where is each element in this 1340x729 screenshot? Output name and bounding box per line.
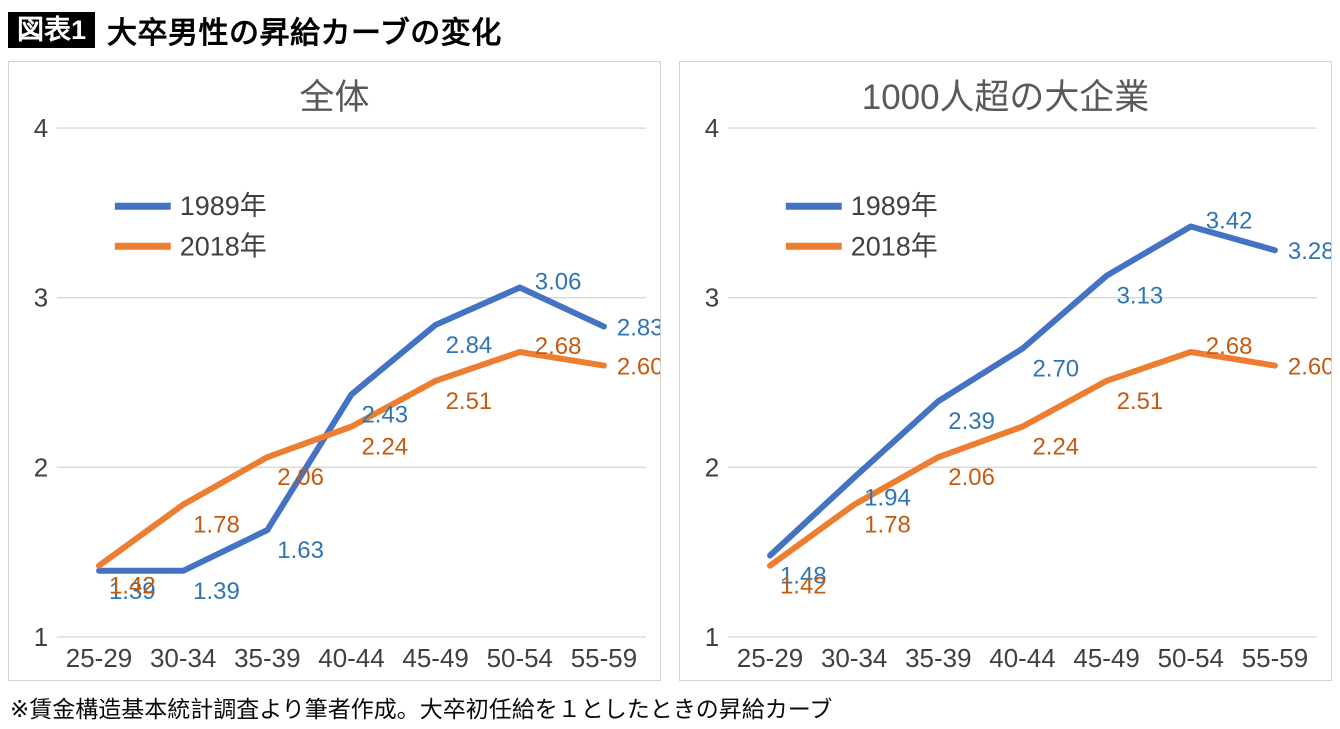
x-tick-label: 55-59 bbox=[571, 643, 637, 673]
x-tick-label: 35-39 bbox=[905, 643, 971, 673]
data-label: 2.68 bbox=[535, 333, 582, 360]
chart-title: 1000人超の大企業 bbox=[862, 78, 1149, 117]
data-label: 1.39 bbox=[193, 578, 240, 605]
data-label: 1.78 bbox=[864, 512, 911, 539]
data-label: 1.63 bbox=[277, 537, 324, 564]
x-tick-label: 35-39 bbox=[234, 643, 300, 673]
data-label: 3.28 bbox=[1288, 238, 1331, 265]
data-label: 2.06 bbox=[277, 464, 324, 491]
y-tick-label: 1 bbox=[705, 622, 719, 652]
series-line-2018年 bbox=[96, 348, 607, 569]
data-label: 2.84 bbox=[446, 332, 493, 359]
data-label: 2.24 bbox=[361, 434, 408, 461]
y-tick-label: 2 bbox=[34, 452, 48, 482]
figure-header: 図表1 大卒男性の昇給カーブの変化 bbox=[8, 8, 1332, 52]
y-tick-label: 3 bbox=[34, 283, 48, 313]
charts-row: 全体 1 2 3 4 25-29 30-34 35-39 40-44 45-49 50-54 55-5… bbox=[8, 61, 1332, 681]
data-label: 3.42 bbox=[1206, 207, 1253, 234]
x-tick-label: 30-34 bbox=[821, 643, 887, 673]
data-label: 1.78 bbox=[193, 512, 240, 539]
data-label: 2.83 bbox=[617, 315, 660, 342]
data-label: 1.39 bbox=[109, 578, 156, 605]
x-tick-label: 50-54 bbox=[487, 643, 553, 673]
figure-badge: 図表1 bbox=[8, 11, 96, 49]
x-tick-label: 40-44 bbox=[318, 643, 384, 673]
x-tick-label: 30-34 bbox=[150, 643, 216, 673]
data-label: 3.13 bbox=[1117, 283, 1164, 310]
series-line-1989年 bbox=[767, 223, 1278, 559]
data-label: 2.68 bbox=[1206, 333, 1253, 360]
data-label: 2.51 bbox=[1117, 388, 1164, 415]
series-line-2018年 bbox=[767, 348, 1278, 569]
line-chart-overall: 全体 1 2 3 4 25-29 30-34 35-39 40-44 45-49 50-54 55-5… bbox=[34, 78, 660, 673]
data-label: 1.94 bbox=[864, 485, 911, 512]
chart-title: 全体 bbox=[300, 78, 370, 117]
x-tick-label: 50-54 bbox=[1158, 643, 1224, 673]
data-label: 2.51 bbox=[446, 388, 493, 415]
data-label: 1.42 bbox=[109, 573, 156, 600]
data-label: 2.39 bbox=[948, 408, 995, 435]
legend-label: 2018年 bbox=[180, 231, 267, 261]
chart-panel-large-companies: 1000人超の大企業 1 2 3 4 25-29 30-34 35-39 40-44 45-49 5… bbox=[679, 61, 1332, 681]
x-tick-label: 40-44 bbox=[989, 643, 1055, 673]
y-tick-label: 2 bbox=[705, 452, 719, 482]
data-label: 3.06 bbox=[535, 269, 582, 296]
y-tick-label: 3 bbox=[705, 283, 719, 313]
data-label: 2.06 bbox=[948, 464, 995, 491]
x-tick-label: 45-49 bbox=[402, 643, 468, 673]
data-label: 1.48 bbox=[780, 563, 827, 590]
data-label: 2.43 bbox=[361, 401, 408, 428]
x-tick-label: 55-59 bbox=[1242, 643, 1308, 673]
line-chart-large-companies: 1000人超の大企業 1 2 3 4 25-29 30-34 35-39 40-44 45-49 5… bbox=[705, 78, 1331, 673]
y-tick-label: 4 bbox=[34, 113, 48, 143]
y-tick-label: 4 bbox=[705, 113, 719, 143]
x-tick-label: 25-29 bbox=[737, 643, 803, 673]
x-tick-label: 25-29 bbox=[66, 643, 132, 673]
chart-panel-overall: 全体 1 2 3 4 25-29 30-34 35-39 40-44 45-49 50-54 55-5… bbox=[8, 61, 661, 681]
data-label: 1.42 bbox=[780, 573, 827, 600]
legend-label: 2018年 bbox=[851, 231, 938, 261]
legend-label: 1989年 bbox=[851, 191, 938, 221]
data-label: 2.24 bbox=[1032, 434, 1079, 461]
y-tick-label: 1 bbox=[34, 622, 48, 652]
source-note: ※賃金構造基本統計調査より筆者作成。大卒初任給を１としたときの昇給カーブ bbox=[10, 696, 833, 722]
data-label: 2.60 bbox=[1288, 354, 1331, 381]
x-tick-label: 45-49 bbox=[1073, 643, 1139, 673]
data-label: 2.70 bbox=[1032, 356, 1079, 383]
series-line-1989年 bbox=[96, 284, 607, 574]
data-label: 2.60 bbox=[617, 354, 660, 381]
figure-title: 大卒男性の昇給カーブの変化 bbox=[107, 17, 502, 50]
legend-label: 1989年 bbox=[180, 191, 267, 221]
